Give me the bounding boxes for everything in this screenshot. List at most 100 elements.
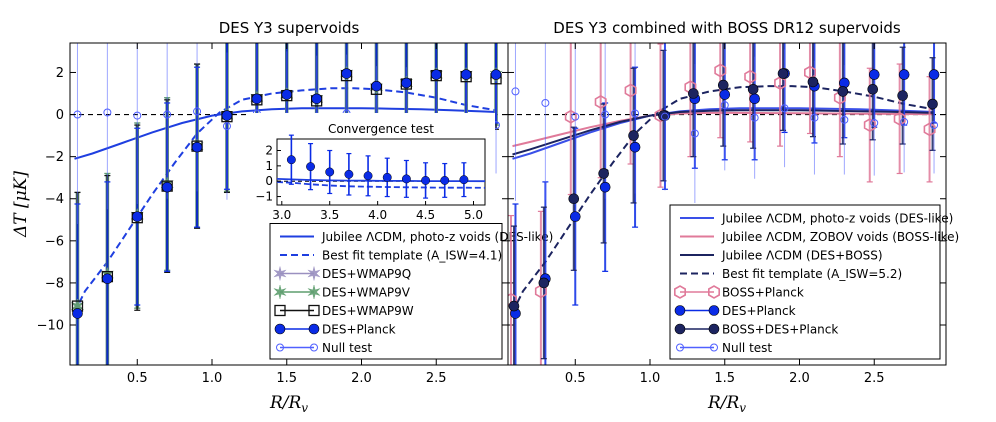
legend-label: Null test — [322, 341, 372, 355]
legend-marker — [674, 323, 686, 335]
marker-null-test — [222, 122, 231, 131]
marker-des-planck — [868, 69, 880, 80]
legend-marker — [308, 304, 320, 317]
right-title: DES Y3 combined with BOSS DR12 supervoid… — [553, 19, 901, 37]
marker-boss-des-planck — [628, 130, 639, 141]
legend-marker — [273, 266, 287, 281]
left-ylabel: ΔT [μK] — [11, 171, 31, 238]
x-tick-label: 2.0 — [789, 371, 810, 386]
marker-des-planck — [898, 69, 910, 80]
marker-null-test — [511, 87, 520, 96]
marker-boss-des-planck — [538, 277, 550, 289]
marker-null-test — [193, 107, 202, 116]
inset-x-tick-label: 3.5 — [320, 208, 339, 222]
inset-template-curve — [276, 181, 486, 189]
legend-label: Jubilee ΛCDM, ZOBOV voids (BOSS-like) — [721, 230, 959, 244]
marker-boss-planck — [624, 83, 637, 98]
legend-marker — [273, 284, 287, 300]
inset-point — [421, 175, 431, 185]
marker-null-test — [660, 112, 669, 121]
marker-des-planck — [102, 273, 113, 285]
marker-des-planck — [430, 69, 442, 80]
marker-boss-des-planck — [508, 300, 520, 312]
legend-marker — [674, 285, 686, 299]
left-title: DES Y3 supervoids — [219, 19, 360, 37]
y-tick-label: −6 — [45, 234, 64, 249]
legend-item: DES+Planck — [674, 304, 796, 318]
marker-null-test — [133, 111, 142, 120]
marker-null-test — [720, 101, 729, 110]
legend-marker — [276, 343, 284, 352]
y-tick-label: −4 — [45, 192, 64, 207]
marker-boss-planck — [594, 94, 607, 109]
x-tick-label: 1.0 — [202, 371, 223, 386]
marker-null-test — [690, 129, 699, 138]
marker-des-planck — [401, 77, 412, 89]
inset-point — [306, 162, 315, 172]
x-tick-label: 2.5 — [864, 371, 885, 386]
legend-item: BOSS+Planck — [674, 285, 804, 300]
marker-null-test — [541, 98, 550, 107]
x-tick-label: 2.0 — [351, 371, 372, 386]
marker-null-test — [571, 112, 580, 121]
marker-des-planck — [161, 181, 173, 193]
inset-x-tick-label: 3.0 — [272, 208, 291, 222]
legend-item: Jubilee ΛCDM (DES+BOSS) — [680, 249, 883, 263]
legend-marker — [310, 343, 318, 352]
marker-des-planck — [371, 80, 382, 92]
y-tick-label: −2 — [45, 150, 64, 165]
marker-des-planck — [719, 89, 731, 100]
legend-label: Jubilee ΛCDM, photo-z voids (DES-like) — [321, 230, 553, 244]
y-tick-label: −10 — [37, 319, 64, 334]
marker-boss-planck — [744, 69, 757, 84]
legend-marker — [708, 285, 720, 299]
inset-point — [363, 171, 373, 181]
marker-des-planck — [629, 141, 641, 153]
x-tick-label: 2.5 — [426, 371, 447, 386]
marker-null-test — [840, 115, 849, 124]
marker-boss-des-planck — [927, 98, 938, 110]
marker-des-planck — [490, 69, 502, 80]
inset-y-tick-label: 1 — [265, 159, 273, 173]
legend-item: Jubilee ΛCDM, photo-z voids (DES-like) — [680, 212, 953, 226]
marker-boss-des-planck — [747, 84, 759, 95]
legend-label: Jubilee ΛCDM (DES+BOSS) — [721, 249, 883, 263]
marker-des-planck — [221, 110, 233, 121]
x-tick-label: 0.5 — [565, 371, 586, 386]
legend-marker — [307, 284, 321, 300]
marker-boss-des-planck — [897, 90, 908, 101]
legend-item: Best fit template (A_ISW=4.1) — [280, 249, 502, 263]
marker-boss-des-planck — [867, 84, 879, 95]
legend-item: Null test — [276, 341, 372, 355]
legend-marker — [676, 343, 684, 352]
inset-x-tick-label: 5.0 — [464, 208, 483, 222]
right-xlabel: R/Rv — [707, 393, 746, 415]
legend-item: DES+WMAP9Q — [273, 266, 411, 281]
legend-item: DES+WMAP9W — [274, 304, 414, 318]
x-tick-label: 1.5 — [276, 371, 297, 386]
marker-des-planck — [311, 93, 322, 105]
marker-boss-planck — [893, 111, 906, 126]
inset-x-tick-label: 4.0 — [368, 208, 387, 222]
legend-label: DES+Planck — [722, 304, 796, 318]
legend-label: DES+WMAP9V — [322, 286, 411, 300]
legend-marker — [308, 323, 320, 335]
marker-des-planck — [599, 181, 611, 193]
legend-marker — [307, 266, 321, 281]
inset-point — [382, 172, 392, 182]
marker-boss-planck — [923, 122, 936, 137]
legend-item: Jubilee ΛCDM, photo-z voids (DES-like) — [280, 230, 553, 244]
marker-boss-planck — [714, 63, 727, 78]
inset-x-tick-label: 4.5 — [416, 208, 435, 222]
marker-des-planck — [928, 69, 940, 80]
legend-marker — [710, 343, 718, 352]
legend-label: DES+Planck — [322, 323, 396, 337]
marker-des-planck — [191, 141, 203, 153]
marker-boss-des-planck — [688, 88, 699, 99]
marker-des-planck — [131, 211, 143, 222]
legend-item: DES+WMAP9V — [273, 284, 411, 300]
marker-null-test — [900, 117, 909, 126]
data-points — [508, 43, 940, 365]
marker-boss-planck — [774, 76, 787, 90]
marker-des-planck — [281, 89, 293, 100]
